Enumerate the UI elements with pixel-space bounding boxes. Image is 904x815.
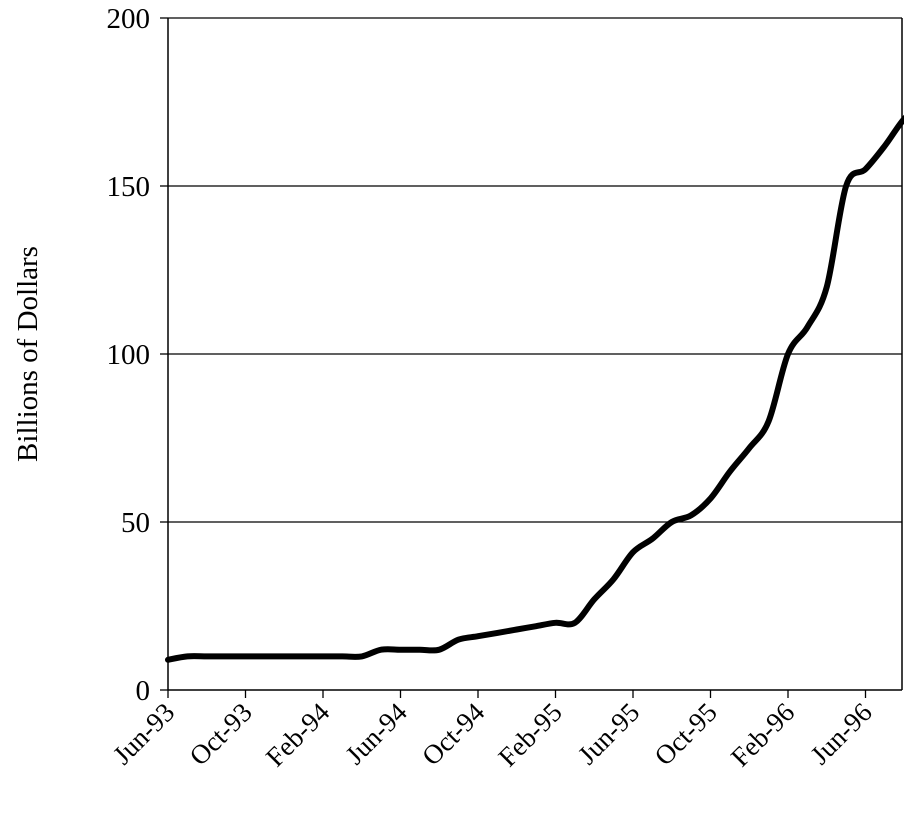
series-layer [165, 114, 904, 663]
y-tick-label: 50 [121, 507, 150, 539]
series-line-0 [165, 114, 904, 663]
x-tick-label: Oct-95 [649, 697, 723, 771]
x-tick-labels: Jun-93 Oct-93 Feb-94 Jun-94 Oct-94 Feb-95 Jun-… [107, 697, 878, 773]
x-tick-label: Jun-94 [340, 697, 414, 771]
gridlines [168, 17, 902, 523]
x-tick-label: Feb-95 [492, 697, 567, 772]
y-tick-label: 100 [107, 339, 151, 371]
x-tick-label: Jun-95 [572, 697, 645, 770]
x-tick-label: Feb-94 [260, 697, 336, 773]
x-tick-label: Feb-96 [725, 697, 800, 772]
y-tick-labels: 0 50 100 150 200 [107, 3, 151, 707]
x-tick-label: Oct-93 [184, 697, 258, 771]
axes [160, 17, 903, 698]
y-axis-label: Billions of Dollars [12, 246, 44, 462]
x-tick-label: Jun-93 [107, 697, 180, 770]
x-tick-label: Oct-94 [416, 697, 491, 772]
y-tick-label: 200 [107, 3, 151, 35]
y-tick-label: 150 [107, 171, 151, 203]
y-tick-label: 0 [136, 675, 151, 707]
x-tick-label: Jun-96 [805, 697, 878, 770]
